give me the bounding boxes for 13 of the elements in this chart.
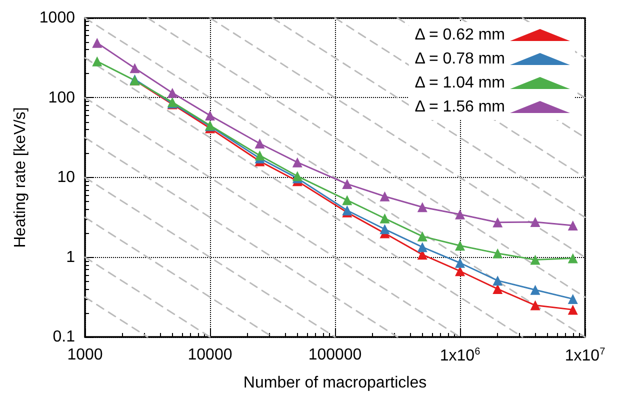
y-tick-label: 1 [66,248,76,266]
y-tick-label: 1000 [39,10,76,26]
legend-label: Δ = 0.78 mm [414,50,505,68]
y-axis-title: Heating rate [keV/s] [12,107,30,248]
y-tick-label: 100 [48,89,76,106]
y-tick-label: 10 [57,169,76,186]
x-tick-label: 10000 [188,346,232,364]
x-tick-label: 100000 [308,346,362,364]
x-axis-title: Number of macroparticles [243,374,427,392]
legend-label: Δ = 0.62 mm [414,26,505,44]
y-tick-label: 0.1 [52,328,76,346]
legend-label: Δ = 1.56 mm [414,98,505,116]
legend-label: Δ = 1.04 mm [414,74,505,92]
